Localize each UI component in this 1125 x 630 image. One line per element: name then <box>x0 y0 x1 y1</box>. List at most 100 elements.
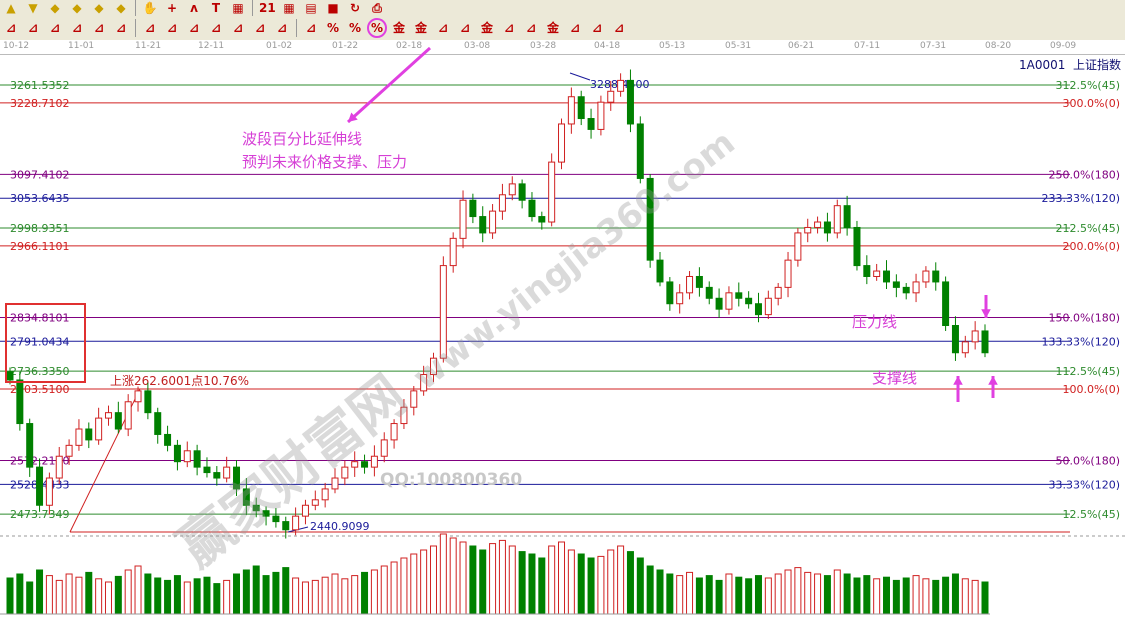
grid-fib-icon[interactable]: ⊿ <box>254 21 266 35</box>
fib-percent-label: 33.33%(120) <box>1048 478 1120 491</box>
arc-icon[interactable]: ⊿ <box>115 21 127 35</box>
candle-body <box>932 270 940 283</box>
diamond-icon[interactable]: ◆ <box>50 1 60 15</box>
box-icon[interactable]: ⊿ <box>71 21 83 35</box>
date-tick: 08-20 <box>985 41 1012 51</box>
volume-bar <box>646 565 654 615</box>
volume-bar <box>65 573 73 615</box>
j-line-icon[interactable]: ⊿ <box>503 21 515 35</box>
percent-extension-icon[interactable]: % <box>367 18 387 38</box>
candle-body <box>429 357 437 376</box>
candle-body <box>262 510 270 517</box>
volume-bar <box>16 573 24 615</box>
candle-body <box>735 292 743 299</box>
square-icon[interactable]: ⊿ <box>166 21 178 35</box>
date-tick: 09-09 <box>1050 41 1077 51</box>
arc-line-icon[interactable]: ⊿ <box>459 21 471 35</box>
angle-line-icon[interactable]: ⊿ <box>569 21 581 35</box>
save-icon[interactable]: ■ <box>327 1 339 15</box>
volume-bar <box>213 583 221 615</box>
fib-price-label: 3053.6435 <box>10 192 70 205</box>
volume-bar <box>922 578 930 615</box>
candle-body <box>646 177 654 261</box>
candle-body <box>390 423 398 441</box>
candle-body <box>833 205 841 234</box>
candle-body <box>36 466 44 506</box>
arrow-down-icon[interactable]: ▼ <box>28 1 38 15</box>
text-icon[interactable]: T <box>211 1 221 15</box>
note-icon[interactable]: ▤ <box>305 1 317 15</box>
zigzag-icon[interactable]: ʌ <box>190 1 198 15</box>
calculator-icon[interactable]: ▦ <box>283 1 295 15</box>
gold-ratio-icon[interactable]: 金 <box>414 21 427 35</box>
fork-icon[interactable]: ⊿ <box>49 21 61 35</box>
calendar-icon[interactable]: 21 <box>259 1 276 15</box>
percent-icon[interactable]: % <box>348 21 362 35</box>
fib-percent-label: 133.33%(120) <box>1041 335 1120 348</box>
grid-box-icon[interactable]: ⊿ <box>232 21 244 35</box>
candle-body <box>459 199 467 239</box>
low-label: 2440.9099 <box>310 520 370 533</box>
angle-icon[interactable]: ⊿ <box>188 21 200 35</box>
volume-bar <box>804 571 812 615</box>
candle-body <box>410 390 418 408</box>
fan-icon[interactable]: ⊿ <box>93 21 105 35</box>
candle-body <box>498 194 506 212</box>
volume-bar <box>429 545 437 615</box>
volume-bar <box>794 567 802 615</box>
candle-body <box>538 216 546 223</box>
parallel-icon[interactable]: ⊿ <box>27 21 39 35</box>
f-line-icon[interactable]: ⊿ <box>525 21 537 35</box>
date-tick: 07-11 <box>854 41 881 51</box>
volume-bar <box>144 573 152 615</box>
crosshair-icon[interactable]: + <box>166 1 178 15</box>
gold-circle-icon[interactable]: 金 <box>392 21 405 35</box>
fib-price-label: 2703.5100 <box>10 383 70 396</box>
volume-bar <box>272 571 280 615</box>
volume-bar <box>252 565 260 615</box>
fan-box-icon[interactable]: ⊿ <box>144 21 156 35</box>
diamond-icon[interactable]: ◆ <box>94 1 104 15</box>
wave-icon[interactable]: ⊿ <box>210 21 222 35</box>
resistance-label: 压力线 <box>852 313 898 331</box>
volume-bar <box>233 573 241 615</box>
candle-body <box>449 237 457 267</box>
arrow-up-icon[interactable]: ▲ <box>6 1 16 15</box>
gold-angle-icon[interactable]: 金 <box>546 21 559 35</box>
volume-bar <box>459 541 467 615</box>
refresh-icon[interactable]: ↻ <box>349 1 361 15</box>
volume-bar <box>173 575 181 615</box>
grid-icon[interactable]: ▦ <box>232 1 244 15</box>
volume-bar <box>26 581 34 615</box>
channel-icon[interactable]: ⊿ <box>5 21 17 35</box>
candle-body <box>676 292 684 305</box>
speed-line-icon[interactable]: ⊿ <box>276 21 288 35</box>
rise-label: 上涨262.6001点10.76% <box>110 373 249 388</box>
diamond-icon[interactable]: ◆ <box>72 1 82 15</box>
candle-body <box>124 401 132 430</box>
volume-bar <box>548 545 556 615</box>
candle-body <box>814 221 822 228</box>
date-tick: 06-21 <box>788 41 815 51</box>
fourth-line-icon[interactable]: ⊿ <box>613 21 625 35</box>
fib-time-icon[interactable]: ⊿ <box>305 21 317 35</box>
qq-watermark: QQ:100800360 <box>380 470 523 490</box>
candle-body <box>764 297 772 316</box>
fire-icon[interactable]: ⊿ <box>437 21 449 35</box>
candle-body <box>272 515 280 523</box>
fib-percent-label: 12.5%(45) <box>1062 508 1120 521</box>
volume-bar <box>498 539 506 615</box>
box-line-icon[interactable]: ⊿ <box>591 21 603 35</box>
volume-bar <box>439 533 447 615</box>
date-tick: 02-18 <box>396 41 423 51</box>
fib-percent-label: 150.0%(180) <box>1048 311 1120 324</box>
percent-line-icon[interactable]: % <box>326 21 340 35</box>
gold-line-icon[interactable]: 金 <box>480 21 493 35</box>
candle-body <box>715 297 723 310</box>
candle-body <box>892 281 900 288</box>
hand-icon[interactable]: ✋ <box>142 1 158 15</box>
print-icon[interactable]: ⎙ <box>372 1 382 15</box>
diamond-icon[interactable]: ◆ <box>116 1 126 15</box>
volume-bar <box>695 577 703 615</box>
